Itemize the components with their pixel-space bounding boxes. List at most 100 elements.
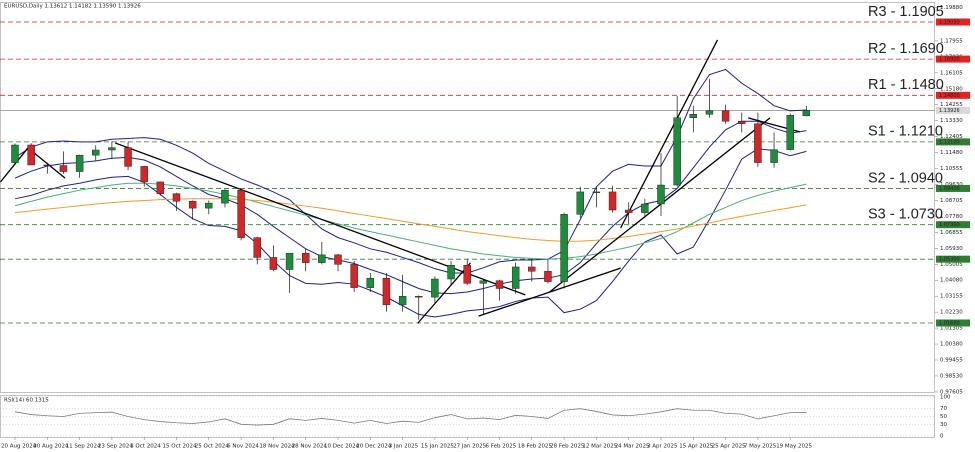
y-tick-label: 1.15180 bbox=[940, 86, 963, 92]
candle-body bbox=[463, 265, 471, 284]
candle-body bbox=[576, 191, 584, 215]
x-tick-label: 23 Sep 2024 bbox=[98, 444, 133, 450]
indicator-line bbox=[14, 148, 807, 318]
y-tick-label: 1.11480 bbox=[940, 150, 963, 156]
candle-body bbox=[205, 202, 213, 209]
level-tag: 1.09400 bbox=[939, 186, 960, 192]
candle-body bbox=[511, 266, 520, 289]
level-tag-box bbox=[936, 184, 970, 192]
x-tick-label: 10 Dec 2024 bbox=[324, 444, 360, 450]
level-tag-box bbox=[936, 18, 970, 26]
candle-body bbox=[608, 191, 617, 211]
y-tick-label: 1.08705 bbox=[940, 198, 963, 204]
candle-body bbox=[382, 277, 391, 306]
x-tick-label: 20 Dec 2024 bbox=[356, 444, 392, 450]
level-tag: 1.16900 bbox=[939, 57, 960, 63]
rsi-tick-label: 100 bbox=[940, 395, 951, 401]
y-tick-label: 0.98530 bbox=[940, 373, 963, 379]
y-tick-label: 1.03155 bbox=[940, 294, 963, 300]
trendline bbox=[549, 117, 771, 293]
candle-body bbox=[479, 280, 488, 284]
candle-body bbox=[237, 189, 245, 238]
y-tick-label: 1.04080 bbox=[940, 278, 963, 284]
x-tick-label: 12 Mar 2025 bbox=[582, 444, 617, 450]
x-tick-label: 18 Nov 2024 bbox=[259, 444, 295, 450]
candle-body bbox=[221, 189, 229, 204]
candle-body bbox=[641, 203, 649, 213]
y-tick-label: 1.07780 bbox=[940, 214, 963, 220]
y-tick-label: 1.14255 bbox=[940, 102, 963, 108]
candle-body bbox=[625, 209, 633, 213]
candle-body bbox=[528, 266, 536, 272]
y-tick-label: 1.00380 bbox=[940, 342, 963, 348]
candle-body bbox=[673, 117, 681, 186]
y-tick-label: 1.06855 bbox=[940, 230, 963, 236]
candle-body bbox=[721, 110, 730, 122]
candle-body bbox=[334, 254, 342, 265]
candle-body bbox=[140, 166, 148, 183]
candle-body bbox=[253, 237, 261, 258]
level-tag-box bbox=[936, 91, 970, 99]
level-tag: 1.05300 bbox=[939, 257, 960, 263]
x-tick-label: 19 May 2025 bbox=[776, 444, 812, 450]
level-tag: 1.01600 bbox=[939, 321, 960, 327]
level-label: R2 - 1.1690 bbox=[868, 41, 944, 57]
candle-body bbox=[75, 154, 84, 172]
rsi-line bbox=[14, 408, 807, 426]
trendline bbox=[478, 267, 621, 317]
level-tag-box bbox=[936, 221, 970, 229]
level-label: R1 - 1.1480 bbox=[868, 77, 944, 93]
level-label: R3 - 1.1905 bbox=[868, 4, 944, 20]
candle-body bbox=[59, 165, 68, 172]
candle-body bbox=[108, 147, 116, 151]
level-tag: 1.19050 bbox=[939, 20, 960, 26]
indicator-line bbox=[14, 120, 807, 295]
x-tick-label: 27 Jan 2025 bbox=[453, 444, 486, 450]
price-panel bbox=[0, 2, 935, 393]
candle-body bbox=[156, 181, 165, 194]
candle-body bbox=[27, 144, 35, 166]
x-tick-label: 25 Apr 2025 bbox=[712, 444, 747, 450]
trendline bbox=[417, 262, 471, 324]
y-tick-label: 1.19880 bbox=[940, 5, 963, 11]
chart-header: EURUSD,Daily 1.13612 1.14182 1.13590 1.1… bbox=[4, 4, 141, 10]
candle-body bbox=[188, 201, 197, 209]
overlay: 1.198801.179551.170301.161051.151801.142… bbox=[0, 4, 970, 450]
candle-body bbox=[350, 264, 358, 288]
level-label: S3 - 1.0730 bbox=[868, 207, 943, 223]
level-label: S2 - 1.0940 bbox=[868, 170, 943, 186]
x-tick-label: 6 Feb 2025 bbox=[486, 444, 517, 450]
level-tag-box bbox=[936, 319, 970, 327]
level-label: S1 - 1.1210 bbox=[868, 124, 943, 140]
price-plot bbox=[0, 21, 935, 324]
trendline bbox=[114, 142, 526, 296]
level-tag: 1.13926 bbox=[939, 108, 960, 114]
rsi-tick-label: 70 bbox=[940, 406, 947, 412]
candle-body bbox=[318, 254, 326, 263]
candle-body bbox=[689, 114, 697, 118]
rsi-tick-label: 30 bbox=[940, 422, 947, 428]
x-tick-label: 20 Aug 2024 bbox=[1, 444, 37, 450]
y-tick-label: 1.05005 bbox=[940, 262, 963, 268]
trendline bbox=[620, 39, 719, 229]
candle-body bbox=[302, 252, 310, 263]
candle-body bbox=[124, 147, 132, 167]
y-tick-label: 1.13330 bbox=[940, 118, 963, 124]
candle-body bbox=[269, 257, 278, 270]
candle-body bbox=[560, 214, 568, 282]
trendline bbox=[0, 147, 29, 183]
y-tick-label: 1.12405 bbox=[940, 134, 963, 140]
candle-body bbox=[398, 296, 407, 306]
y-tick-label: 0.99455 bbox=[940, 358, 963, 364]
x-tick-label: 15 Jan 2025 bbox=[421, 444, 454, 450]
x-tick-label: 3 Oct 2024 bbox=[130, 444, 161, 450]
x-tick-label: 15 Oct 2024 bbox=[163, 444, 198, 450]
candle-body bbox=[770, 149, 778, 163]
candle-body bbox=[92, 149, 100, 156]
level-tag-box bbox=[936, 55, 970, 63]
y-tick-label: 1.16105 bbox=[940, 70, 963, 76]
x-tick-label: 3 Jan 2025 bbox=[389, 444, 419, 450]
candle-body bbox=[366, 277, 374, 288]
indicator-line bbox=[14, 182, 807, 260]
candle-body bbox=[431, 278, 439, 298]
